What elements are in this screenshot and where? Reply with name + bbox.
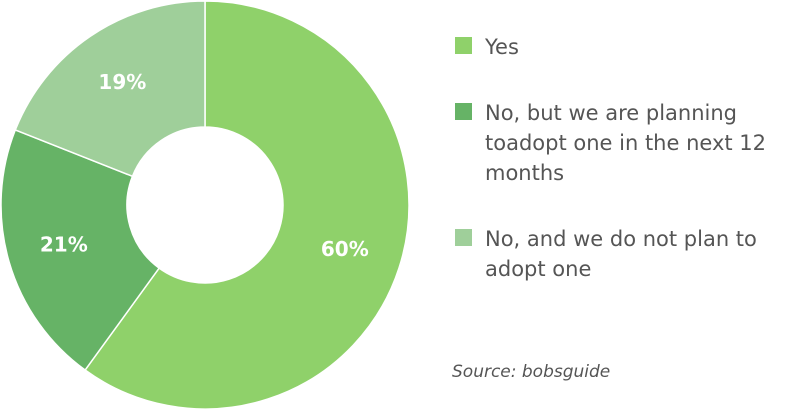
legend-label: No, and we do not plan to adopt one (485, 227, 757, 281)
legend-label: Yes (485, 35, 519, 59)
donut-slice (84, 0, 410, 410)
chart: 60% 21% 19% (0, 0, 410, 410)
legend-swatch (455, 229, 472, 246)
legend-item: No, and we do not plan to adopt one (455, 224, 795, 284)
legend: Yes No, but we are planning toadopt one i… (455, 32, 795, 320)
donut-slice (14, 0, 206, 178)
value-label: 21% (40, 233, 88, 257)
legend-item: Yes (455, 32, 795, 62)
donut-slice (0, 128, 161, 372)
value-label: 60% (321, 237, 369, 261)
legend-swatch (455, 103, 472, 120)
legend-item: No, but we are planning toadopt one in t… (455, 98, 795, 188)
value-label: 19% (98, 70, 146, 94)
legend-label: No, but we are planning toadopt one in t… (485, 101, 766, 185)
source: Source: bobsguide (452, 362, 611, 382)
legend-swatch (455, 37, 472, 54)
